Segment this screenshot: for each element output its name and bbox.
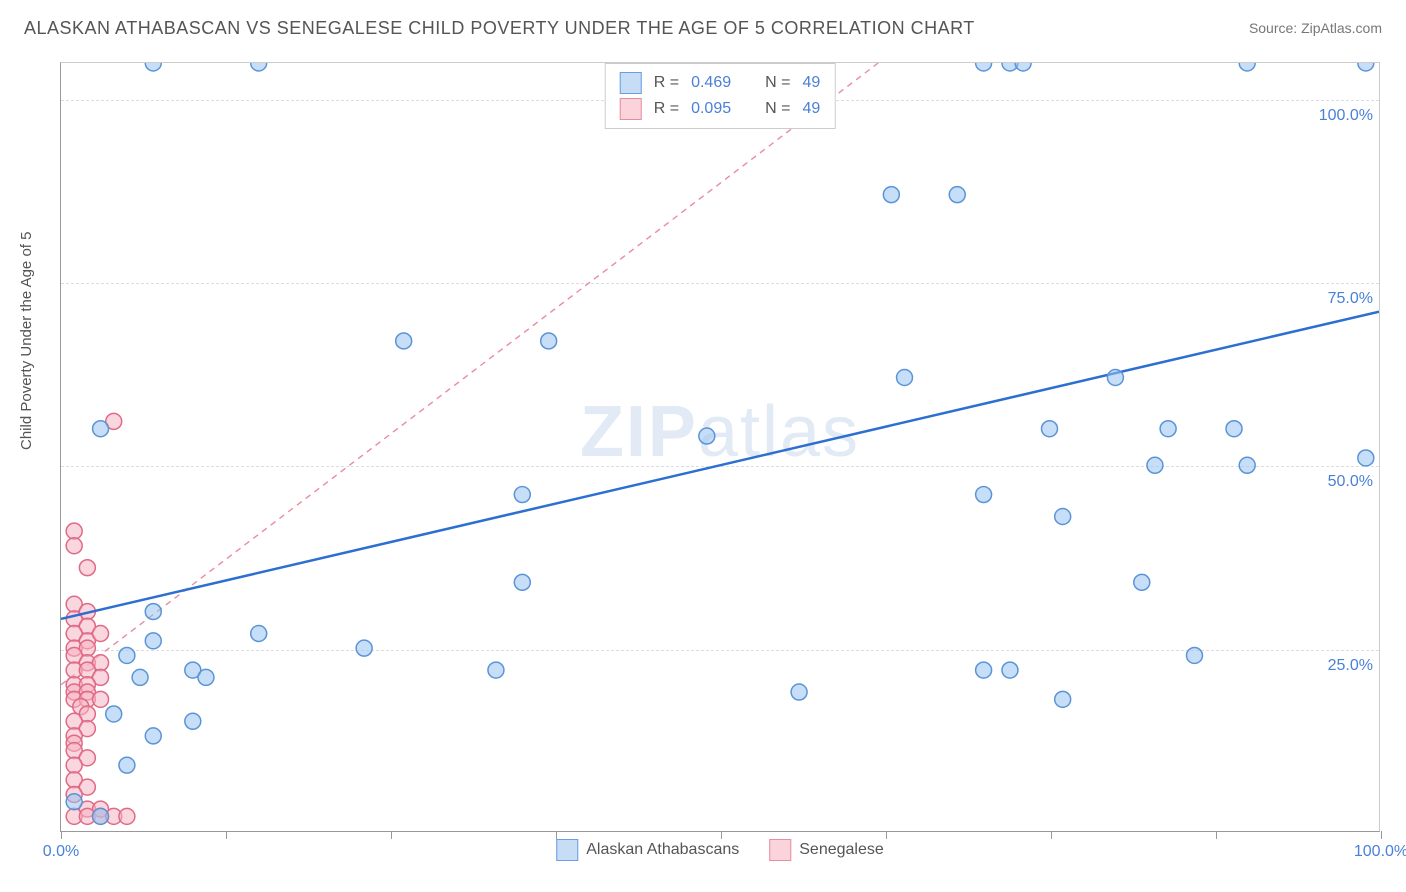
data-point: [66, 794, 82, 810]
data-point: [251, 63, 267, 71]
series-label-2: Senegalese: [799, 841, 884, 859]
data-point: [514, 574, 530, 590]
data-point: [976, 662, 992, 678]
y-axis-label: Child Poverty Under the Age of 5: [18, 232, 35, 450]
legend-r-value-1: 0.469: [691, 74, 731, 92]
legend-r-value-2: 0.095: [691, 100, 731, 118]
data-point: [119, 808, 135, 824]
data-point: [132, 669, 148, 685]
x-tick: [1216, 831, 1217, 839]
data-point: [1358, 450, 1374, 466]
data-point: [93, 626, 109, 642]
x-tick: [226, 831, 227, 839]
data-point: [93, 421, 109, 437]
data-point: [1147, 457, 1163, 473]
legend-r-label-2: R =: [654, 100, 679, 118]
source-name: ZipAtlas.com: [1301, 20, 1382, 36]
data-point: [883, 187, 899, 203]
correlation-legend: R = 0.469 N = 49 R = 0.095 N = 49: [605, 63, 836, 129]
data-point: [1186, 647, 1202, 663]
data-point: [66, 757, 82, 773]
data-point: [1160, 421, 1176, 437]
data-point: [106, 706, 122, 722]
x-tick-label: 100.0%: [1354, 843, 1406, 861]
data-point: [1055, 509, 1071, 525]
series-label-1: Alaskan Athabascans: [586, 841, 739, 859]
data-point: [1239, 457, 1255, 473]
x-tick: [1051, 831, 1052, 839]
source-credit: Source: ZipAtlas.com: [1249, 20, 1382, 36]
chart-plot-area: ZIPatlas R = 0.469 N = 49 R = 0.095 N = …: [60, 62, 1380, 832]
data-point: [119, 757, 135, 773]
chart-title: ALASKAN ATHABASCAN VS SENEGALESE CHILD P…: [24, 18, 975, 39]
trend-line: [61, 312, 1379, 619]
data-point: [1107, 370, 1123, 386]
legend-swatch-blue: [620, 72, 642, 94]
scatter-svg: [61, 63, 1379, 831]
data-point: [356, 640, 372, 656]
x-tick: [886, 831, 887, 839]
legend-r-label-1: R =: [654, 74, 679, 92]
data-point: [251, 626, 267, 642]
data-point: [1226, 421, 1242, 437]
data-point: [1134, 574, 1150, 590]
x-tick: [1381, 831, 1382, 839]
data-point: [791, 684, 807, 700]
data-point: [145, 604, 161, 620]
data-point: [699, 428, 715, 444]
data-point: [145, 633, 161, 649]
source-label: Source:: [1249, 20, 1301, 36]
data-point: [66, 523, 82, 539]
data-point: [93, 691, 109, 707]
data-point: [976, 487, 992, 503]
data-point: [488, 662, 504, 678]
data-point: [949, 187, 965, 203]
series-legend: Alaskan Athabascans Senegalese: [556, 839, 884, 861]
data-point: [66, 538, 82, 554]
data-point: [1002, 662, 1018, 678]
x-tick: [391, 831, 392, 839]
data-point: [541, 333, 557, 349]
legend-n-label-1: N =: [765, 74, 790, 92]
data-point: [93, 808, 109, 824]
x-tick: [721, 831, 722, 839]
legend-n-value-1: 49: [802, 74, 820, 92]
data-point: [1015, 63, 1031, 71]
data-point: [1042, 421, 1058, 437]
data-point: [79, 560, 95, 576]
data-point: [119, 647, 135, 663]
series-legend-item-1: Alaskan Athabascans: [556, 839, 739, 861]
data-point: [198, 669, 214, 685]
data-point: [145, 728, 161, 744]
legend-row-1: R = 0.469 N = 49: [620, 70, 821, 96]
data-point: [976, 63, 992, 71]
data-point: [514, 487, 530, 503]
data-point: [1239, 63, 1255, 71]
data-point: [1358, 63, 1374, 71]
series-swatch-blue: [556, 839, 578, 861]
series-legend-item-2: Senegalese: [769, 839, 884, 861]
x-tick-label: 0.0%: [43, 843, 79, 861]
data-point: [185, 713, 201, 729]
data-point: [396, 333, 412, 349]
data-point: [145, 63, 161, 71]
data-point: [1055, 691, 1071, 707]
data-point: [897, 370, 913, 386]
x-tick: [61, 831, 62, 839]
x-tick: [556, 831, 557, 839]
legend-swatch-pink: [620, 98, 642, 120]
legend-row-2: R = 0.095 N = 49: [620, 96, 821, 122]
legend-n-label-2: N =: [765, 100, 790, 118]
series-swatch-pink: [769, 839, 791, 861]
legend-n-value-2: 49: [802, 100, 820, 118]
